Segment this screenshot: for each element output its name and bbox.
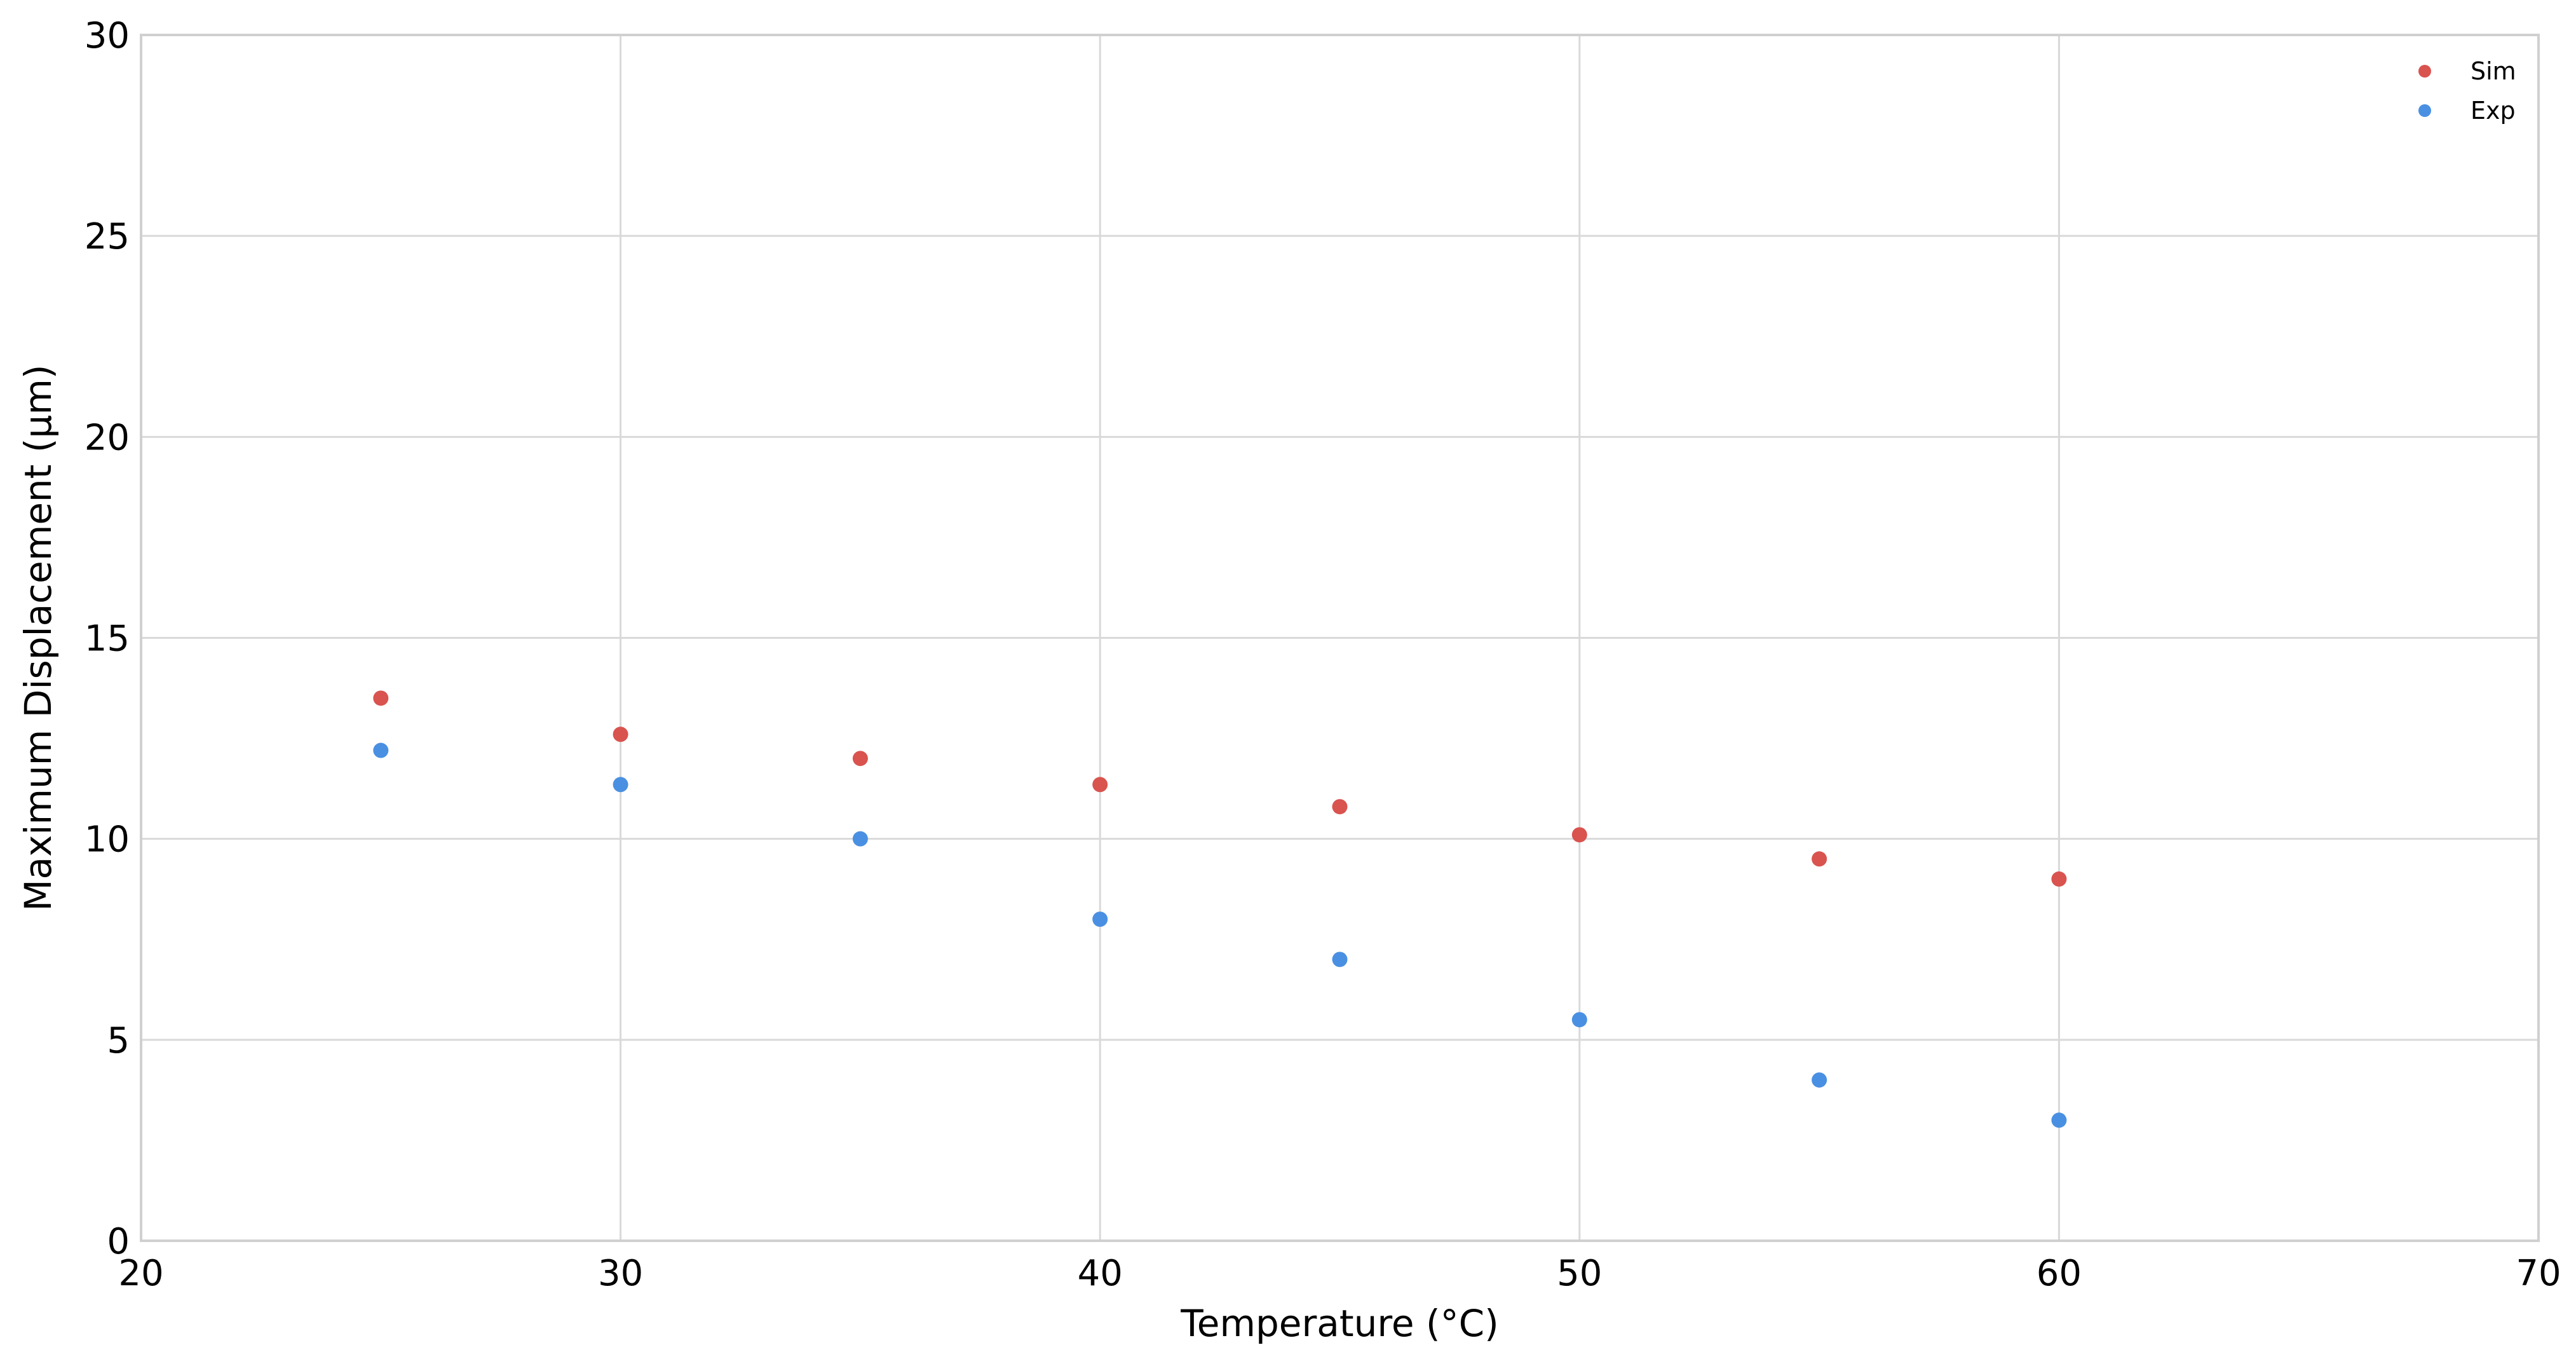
legend: Sim Exp [2418, 57, 2516, 125]
exp-point [852, 831, 868, 847]
plot-frame [140, 34, 2540, 1242]
x-tick-label: 60 [2037, 1253, 2082, 1294]
y-axis-label: Maximum Displacement (μm) [17, 364, 60, 911]
x-tick-label: 40 [1078, 1253, 1123, 1294]
x-tick-label: 30 [598, 1253, 643, 1294]
legend-label-sim: Sim [2471, 57, 2516, 85]
data-points [373, 690, 2067, 1128]
exp-point [1571, 1012, 1587, 1028]
y-tick-label: 20 [85, 417, 130, 458]
sim-point [2051, 871, 2067, 887]
sim-point [373, 690, 389, 706]
y-tick-label: 0 [107, 1221, 130, 1262]
y-tick-label: 25 [85, 216, 130, 257]
grid [140, 34, 2540, 1242]
y-tick-label: 15 [85, 618, 130, 660]
exp-point [1332, 952, 1348, 967]
sim-point [1092, 777, 1108, 793]
exp-point [1812, 1072, 1827, 1088]
exp-point [373, 742, 389, 758]
x-axis-label: Temperature (°C) [1180, 1302, 1499, 1345]
legend-marker-sim [2418, 65, 2431, 78]
legend-label-exp: Exp [2471, 97, 2516, 125]
axes [140, 34, 2540, 1242]
sim-point [613, 727, 628, 742]
exp-point [2051, 1112, 2067, 1128]
y-tick-label: 30 [85, 15, 130, 57]
sim-point [1812, 851, 1827, 867]
y-tick-label: 5 [107, 1020, 130, 1062]
x-tick-label: 50 [1557, 1253, 1602, 1294]
tick-labels: 20 30 40 50 60 70 0 5 10 15 20 25 30 [85, 15, 2561, 1294]
x-tick-label: 20 [118, 1253, 163, 1294]
sim-point [1571, 827, 1587, 843]
legend-marker-exp [2418, 104, 2431, 117]
sim-point [852, 751, 868, 767]
sim-point [1332, 799, 1348, 815]
exp-point [1092, 912, 1108, 927]
y-tick-label: 10 [85, 819, 130, 861]
x-tick-label: 70 [2516, 1253, 2561, 1294]
exp-point [613, 777, 628, 793]
